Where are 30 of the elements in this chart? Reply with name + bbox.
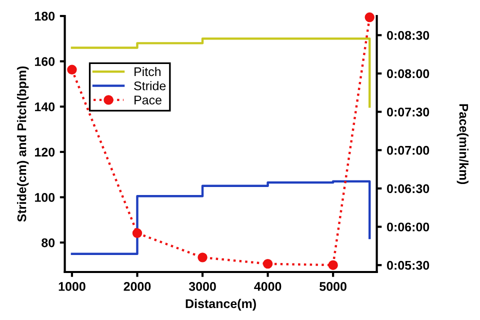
x-tick-label: 3000 (188, 282, 216, 291)
y-tick-label: 180 (35, 12, 55, 21)
legend-label: Pitch (134, 66, 160, 76)
y-tick-label: 120 (35, 148, 55, 157)
y-tick-label: 160 (35, 57, 55, 66)
y2-tick-label: 0:08:30 (387, 30, 430, 40)
y2-tick-label: 0:08:00 (387, 69, 430, 78)
legend-label: Pace (134, 96, 162, 104)
point (328, 260, 338, 270)
y-tick-label: 100 (35, 193, 55, 202)
x-tick-label: 5000 (320, 282, 346, 291)
x-tick-label: 4000 (254, 282, 282, 291)
point (364, 12, 374, 22)
y-tick-label: 80 (42, 238, 55, 248)
y2-tick-label: 0:06:00 (387, 222, 430, 232)
legend-label: Stride (134, 81, 166, 90)
y-tick-label: 140 (35, 102, 55, 112)
y2-tick-label: 0:07:30 (387, 108, 430, 116)
y-axis-title: Stride(cm) and Pitch(bpm) (17, 66, 29, 222)
x-tick-label: 1000 (58, 282, 86, 291)
point (198, 252, 208, 262)
y2-tick-label: 0:06:30 (387, 184, 430, 194)
x-tick-label: 2000 (124, 282, 151, 291)
y2-tick-label: 0:05:30 (387, 260, 430, 270)
point (132, 228, 142, 238)
point (67, 64, 77, 75)
y2-tick-label: 0:07:00 (387, 146, 430, 155)
y2-axis-title: Pace(min/km) (456, 104, 468, 184)
x-axis-title: Distance(m) (186, 298, 256, 311)
point (262, 258, 273, 269)
